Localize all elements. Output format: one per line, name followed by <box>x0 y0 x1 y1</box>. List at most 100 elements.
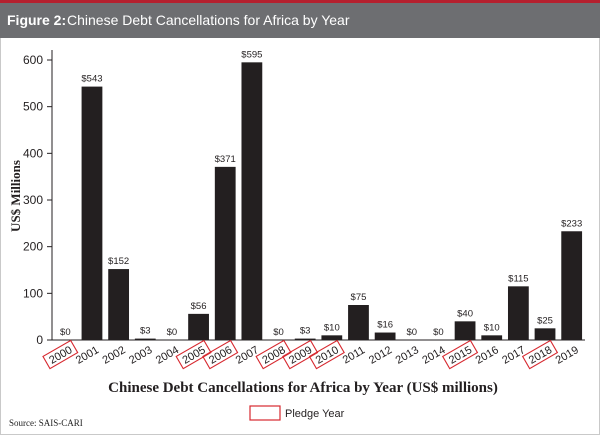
x-tick-label: 2013 <box>394 344 421 367</box>
bar-2016 <box>481 335 503 340</box>
x-tick-2014: 2014 <box>420 344 447 367</box>
legend: Pledge Year <box>249 405 345 421</box>
value-labels: $0 $543 $152 $3 $0 $56 $371 $595 $0 $3 $10 $75 $16 $0… <box>60 49 582 338</box>
x-tick-label: 2015 <box>447 344 474 367</box>
x-tick-2002: 2002 <box>101 344 128 367</box>
bars <box>81 62 583 340</box>
x-tick-2003: 2003 <box>127 344 154 367</box>
bar-2019 <box>561 231 583 340</box>
bar-2009 <box>294 338 316 340</box>
x-tick-2013: 2013 <box>394 344 421 367</box>
value-label-2016: $10 <box>484 322 500 333</box>
x-tick-2000: 2000 <box>42 339 79 370</box>
x-tick-label: 2018 <box>527 344 554 367</box>
x-tick-label: 2017 <box>500 344 527 367</box>
figure-title: Chinese Debt Cancellations for Africa by… <box>67 12 350 28</box>
value-label-2005: $56 <box>191 301 207 312</box>
pledge-year-box <box>202 339 239 370</box>
x-tick-label: 2012 <box>367 344 394 367</box>
x-tick-label: 2011 <box>341 344 367 366</box>
bar-2007 <box>241 62 263 340</box>
value-label-2013: $0 <box>406 327 417 338</box>
x-tick-2011: 2011 <box>341 344 367 366</box>
pledge-year-box <box>308 339 345 370</box>
value-label-2006: $371 <box>215 154 236 165</box>
x-tick-label: 2004 <box>154 344 181 367</box>
y-tick-label: 500 <box>23 100 43 114</box>
pledge-year-box <box>441 339 479 370</box>
value-label-2000: $0 <box>60 327 71 338</box>
legend-pledge-swatch <box>249 405 281 421</box>
bar-2001 <box>81 86 103 340</box>
bar-2011 <box>348 305 369 340</box>
value-label-2011: $75 <box>351 292 367 303</box>
x-tick-label: 2008 <box>260 344 287 367</box>
y-axis-title: US$ Millions <box>8 160 23 232</box>
bar-2017 <box>507 286 529 340</box>
x-tick-label: 2007 <box>234 344 261 367</box>
figure-label: Figure 2: <box>7 12 67 28</box>
bar-2005 <box>188 313 209 340</box>
value-label-2008: $0 <box>273 327 284 338</box>
pledge-year-box <box>521 339 559 370</box>
bar-2006 <box>214 166 236 340</box>
pledge-year-box <box>42 339 79 370</box>
x-tick-labels: 2000 2001 2002 2003 2004 2005 2006 2007 2008 2009… <box>42 339 581 370</box>
y-tick-label: 400 <box>23 146 43 160</box>
value-label-2004: $0 <box>167 327 178 338</box>
x-tick-label: 2005 <box>180 344 207 367</box>
pledge-year-box <box>282 339 319 370</box>
axes <box>51 50 585 341</box>
x-tick-2012: 2012 <box>367 344 394 367</box>
x-tick-2016: 2016 <box>474 344 501 367</box>
pledge-year-box <box>175 339 212 370</box>
value-label-2002: $152 <box>108 256 129 267</box>
figure-title-bar: Figure 2: Chinese Debt Cancellations for… <box>0 3 600 38</box>
x-tick-label: 2009 <box>287 344 314 367</box>
source-note: Source: SAIS-CARI <box>9 418 83 428</box>
x-tick-2004: 2004 <box>154 344 181 367</box>
value-label-2017: $115 <box>508 273 528 284</box>
y-tick-label: 200 <box>23 240 43 254</box>
y-tick-label: 100 <box>23 286 43 300</box>
bar-2003 <box>134 338 156 340</box>
x-tick-2017: 2017 <box>500 344 527 367</box>
bar-2002 <box>108 269 130 340</box>
x-tick-label: 2002 <box>101 344 128 367</box>
value-label-2010: $10 <box>324 322 340 333</box>
x-tick-2015: 2015 <box>441 339 479 370</box>
value-label-2009: $3 <box>300 326 311 337</box>
x-tick-label: 2010 <box>314 344 341 367</box>
y-tick-label: 600 <box>23 53 43 67</box>
value-label-2015: $40 <box>457 308 473 319</box>
value-label-2019: $233 <box>561 218 582 229</box>
x-tick-label: 2000 <box>47 344 74 367</box>
x-tick-2018: 2018 <box>521 339 559 370</box>
x-tick-label: 2014 <box>420 344 447 367</box>
x-tick-label: 2019 <box>554 344 581 367</box>
x-tick-label: 2001 <box>74 344 101 367</box>
x-axis-title: Chinese Debt Cancellations for Africa by… <box>108 380 498 396</box>
y-tick-label: 0 <box>36 333 43 347</box>
value-label-2018: $25 <box>537 315 553 326</box>
x-tick-label: 2003 <box>127 344 154 367</box>
x-tick-2019: 2019 <box>554 344 581 367</box>
y-ticks: 0 100 200 300 400 500 600 <box>23 53 52 347</box>
bar-2015 <box>454 321 476 340</box>
x-tick-2007: 2007 <box>234 344 261 367</box>
value-label-2001: $543 <box>81 74 102 85</box>
accent-rule <box>0 0 600 3</box>
value-label-2007: $595 <box>241 49 262 60</box>
x-tick-label: 2006 <box>207 344 234 367</box>
pledge-year-box <box>255 339 292 370</box>
value-label-2012: $16 <box>377 320 393 331</box>
bar-2018 <box>534 328 556 340</box>
x-tick-label: 2016 <box>474 344 501 367</box>
bar-2010 <box>321 335 343 340</box>
y-tick-label: 300 <box>23 193 43 207</box>
value-label-2014: $0 <box>433 327 444 338</box>
value-label-2003: $3 <box>140 326 151 337</box>
bar-2012 <box>374 332 396 340</box>
x-tick-2001: 2001 <box>74 344 101 367</box>
bar-chart: 0 100 200 300 400 500 600 $0 $543 $152 $3 $0 $56 $37… <box>8 49 585 421</box>
